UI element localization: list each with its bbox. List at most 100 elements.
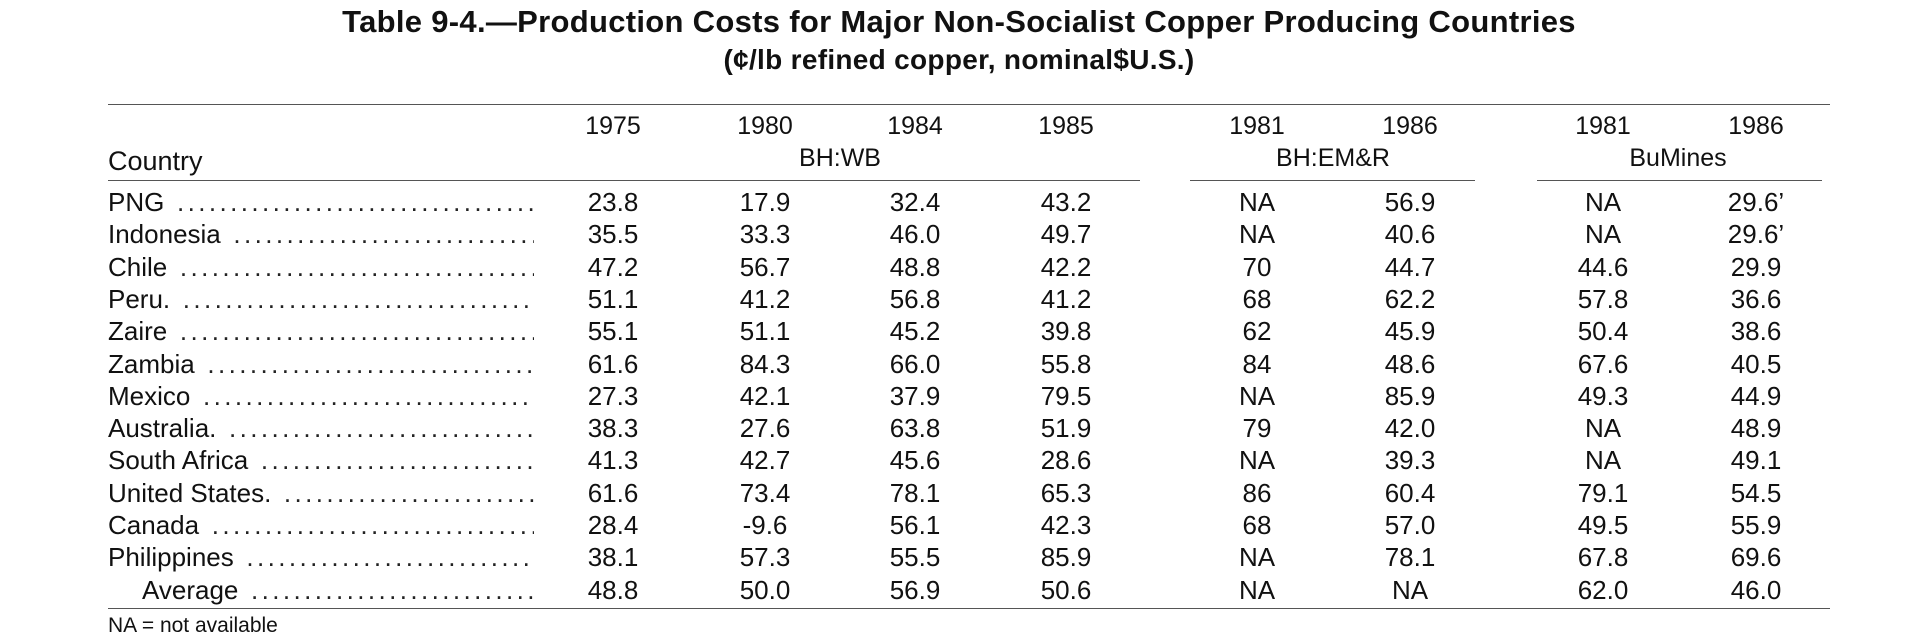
value-cell: 65.3	[1040, 477, 1092, 508]
value-cell: 41.2	[739, 283, 791, 314]
group-label-bhemr: BH:EM&R	[1276, 144, 1390, 172]
value-cell: 44.6	[1577, 251, 1629, 282]
table-row: South Africa ...........................…	[0, 444, 1918, 476]
table-row: PNG ....................................…	[0, 186, 1918, 218]
value-cell: 40.6	[1384, 219, 1436, 250]
value-cell: 44.9	[1730, 380, 1782, 411]
table-title: Table 9-4.—Production Costs for Major No…	[342, 4, 1576, 39]
dot-leader: ........................................	[207, 348, 534, 379]
dot-leader: ........................................	[233, 219, 534, 250]
table-row: Zaire ..................................…	[0, 315, 1918, 347]
value-cell: 67.6	[1577, 348, 1629, 379]
value-cell: 51.1	[587, 283, 639, 314]
value-cell: 50.0	[739, 574, 791, 605]
value-cell: 45.2	[889, 316, 941, 347]
dot-leader: ........................................	[260, 445, 534, 476]
value-cell: NA	[1584, 187, 1622, 217]
value-cell: 68	[1242, 510, 1272, 540]
value-cell: 61.6	[587, 477, 639, 508]
dot-leader: ........................................	[202, 380, 534, 411]
value-cell: 49.1	[1730, 445, 1782, 476]
value-cell: 62	[1242, 316, 1272, 347]
value-cell: 57.8	[1577, 283, 1629, 314]
value-cell: 38.3	[587, 413, 639, 444]
value-cell: 79.1	[1577, 477, 1629, 508]
value-cell: 44.7	[1384, 251, 1436, 282]
value-cell: -9.6	[742, 510, 788, 540]
value-cell: 51.1	[739, 316, 791, 347]
group-label-bhwb: BH:WB	[799, 144, 881, 172]
table-row: Peru. ..................................…	[0, 283, 1918, 315]
dot-leader: ........................................	[176, 187, 534, 217]
value-cell: 33.3	[739, 219, 791, 250]
country-name: Peru.	[108, 283, 173, 314]
country-name: PNG	[108, 187, 167, 217]
value-cell: 28.4	[587, 510, 639, 540]
value-cell: 39.3	[1384, 445, 1436, 476]
table-row: United States. .........................…	[0, 477, 1918, 509]
value-cell: 42.0	[1384, 413, 1436, 444]
value-cell: 38.1	[587, 542, 639, 573]
country-cell: Philippines ............................…	[108, 541, 534, 573]
value-cell: 49.5	[1577, 510, 1629, 540]
value-cell: 61.6	[587, 348, 639, 379]
value-cell: 85.9	[1040, 542, 1092, 573]
country-cell: Peru. ..................................…	[108, 283, 534, 315]
header-rule-bhemr	[1190, 180, 1475, 181]
country-name: Indonesia	[108, 219, 223, 250]
country-name: Australia.	[108, 413, 219, 444]
value-cell: 55.1	[587, 316, 639, 347]
country-name: Zaire	[108, 316, 170, 347]
country-cell: Chile ..................................…	[108, 251, 534, 283]
value-cell: 69.6	[1730, 542, 1782, 573]
value-cell: 47.2	[587, 251, 639, 282]
value-cell: NA	[1238, 574, 1276, 605]
value-cell: 55.8	[1040, 348, 1092, 379]
value-cell: NA	[1584, 445, 1622, 476]
value-cell: 29.9	[1730, 251, 1782, 282]
value-cell: 62.0	[1577, 574, 1629, 605]
country-cell: Mexico .................................…	[108, 380, 534, 412]
group-label-bumines: BuMines	[1629, 144, 1727, 172]
value-cell: 66.0	[889, 348, 941, 379]
year-header-1984: 1984	[887, 112, 943, 140]
value-cell: 39.8	[1040, 316, 1092, 347]
table-row: Average ................................…	[0, 574, 1918, 606]
value-cell: NA	[1238, 219, 1276, 250]
value-cell: 27.3	[587, 380, 639, 411]
value-cell: NA	[1238, 187, 1276, 217]
table-row: Chile ..................................…	[0, 251, 1918, 283]
country-cell: United States. .........................…	[108, 477, 534, 509]
value-cell: 60.4	[1384, 477, 1436, 508]
value-cell: 32.4	[889, 187, 941, 217]
value-cell: NA	[1584, 413, 1622, 444]
value-cell: 49.7	[1040, 219, 1092, 250]
value-cell: 48.9	[1730, 413, 1782, 444]
value-cell: 40.5	[1730, 348, 1782, 379]
country-name: United States.	[108, 477, 274, 508]
value-cell: NA	[1238, 445, 1276, 476]
country-cell: Zambia .................................…	[108, 348, 534, 380]
dot-leader: ........................................	[182, 283, 534, 314]
table-row: Mexico .................................…	[0, 380, 1918, 412]
value-cell: 35.5	[587, 219, 639, 250]
value-cell: 23.8	[587, 187, 639, 217]
country-name: Zambia	[108, 348, 197, 379]
country-cell: Australia. .............................…	[108, 412, 534, 444]
country-name: Chile	[108, 251, 170, 282]
value-cell: 50.4	[1577, 316, 1629, 347]
dot-leader: ........................................	[179, 251, 534, 282]
value-cell: 56.8	[889, 283, 941, 314]
value-cell: 55.5	[889, 542, 941, 573]
value-cell: 46.0	[1730, 574, 1782, 605]
table-row: Zambia .................................…	[0, 348, 1918, 380]
value-cell: 56.7	[739, 251, 791, 282]
value-cell: NA	[1391, 574, 1429, 605]
value-cell: 57.0	[1384, 510, 1436, 540]
value-cell: 45.9	[1384, 316, 1436, 347]
country-name: Canada	[108, 510, 202, 540]
value-cell: 43.2	[1040, 187, 1092, 217]
dot-leader: ........................................	[246, 542, 534, 573]
year-header-1975: 1975	[585, 112, 641, 140]
value-cell: 62.2	[1384, 283, 1436, 314]
